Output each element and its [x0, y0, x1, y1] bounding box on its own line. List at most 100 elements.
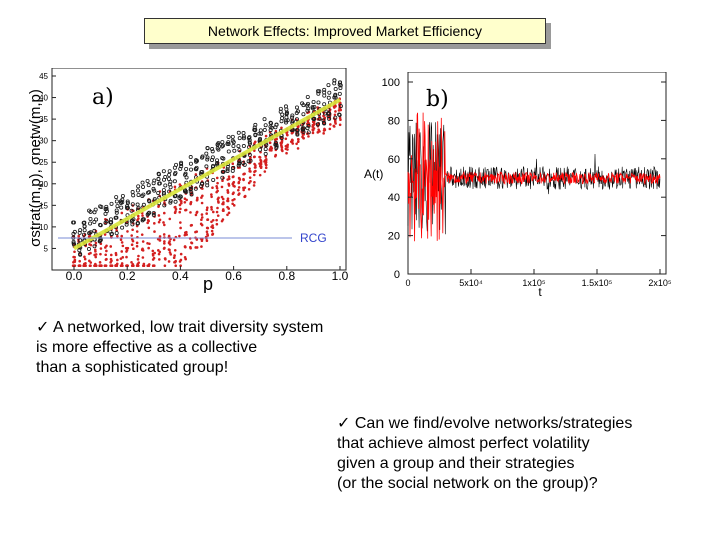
- figure-a-point-red: [173, 260, 176, 264]
- figure-a-point-black: [237, 148, 242, 153]
- figure-a-point-black: [199, 184, 204, 189]
- figure-a-point-red: [194, 213, 198, 217]
- figure-a-point-black: [151, 186, 156, 191]
- figure-a-point-red: [226, 190, 230, 194]
- figure-a-point-red: [157, 249, 160, 252]
- figure-a-point-red: [210, 195, 213, 199]
- figure-a-x-tick-label: 1.0: [332, 269, 349, 283]
- figure-a-point-red: [115, 229, 119, 232]
- figure-a-point-red: [338, 123, 342, 127]
- figure-a-point-black: [188, 155, 193, 160]
- figure-a-point-red: [339, 108, 343, 112]
- figure-a-point-black: [296, 109, 301, 114]
- figure-a-point-red: [232, 204, 236, 207]
- figure-a-point-red: [279, 141, 283, 145]
- figure-a-point-red: [131, 264, 135, 267]
- figure-a-point-red: [307, 110, 311, 114]
- figure-a-point-red: [210, 205, 213, 209]
- figure-a-point-red: [88, 259, 91, 263]
- figure-a-point-red: [147, 219, 151, 223]
- figure-a-point-black: [253, 122, 258, 127]
- figure-a-point-red: [206, 206, 209, 210]
- figure-a-point-black: [258, 147, 263, 152]
- figure-a-y-tick-label: 40: [39, 94, 48, 103]
- figure-a-point-red: [82, 264, 86, 267]
- figure-a-point-red: [200, 218, 203, 222]
- figure-a-point-red: [167, 241, 171, 245]
- figure-a-point-black: [246, 159, 251, 164]
- figure-a-point-red: [109, 261, 112, 264]
- figure-a-point-red: [211, 218, 215, 222]
- figure-a-point-black: [332, 81, 337, 86]
- figure-a-point-black: [231, 144, 236, 149]
- figure-a-point-red: [215, 210, 219, 214]
- figure-a-point-black: [184, 166, 189, 171]
- figure-a-point-red: [99, 252, 102, 256]
- figure-a-point-red: [200, 213, 204, 216]
- figure-a-point-red: [141, 240, 145, 243]
- bullet-evolve-networks: ✓ Can we find/evolve networks/strategies…: [337, 414, 707, 494]
- figure-a-point-black: [241, 160, 246, 165]
- figure-a-point-black: [130, 202, 135, 207]
- figure-a-point-red: [302, 136, 305, 140]
- figure-a-legend-label: RCG: [300, 231, 327, 245]
- figure-a-point-red: [205, 239, 209, 242]
- figure-a-point-black: [225, 168, 230, 173]
- figure-a-point-black: [226, 134, 231, 139]
- figure-a-y-tick-label: 35: [39, 115, 48, 124]
- figure-a-point-red: [105, 244, 108, 248]
- figure-a-point-red: [280, 126, 283, 130]
- figure-b-x-tick-label: 1x10⁵: [522, 278, 546, 288]
- figure-a-point-black: [220, 175, 225, 180]
- figure-a-point-red: [205, 226, 209, 230]
- figure-a-point-red: [103, 264, 107, 267]
- figure-a-point-black: [183, 171, 188, 176]
- figure-a-point-black: [258, 136, 263, 141]
- figure-a-point-black: [152, 178, 157, 183]
- figure-a-point-red: [125, 255, 128, 259]
- figure-a-point-red: [285, 151, 288, 155]
- figure-a-point-red: [201, 194, 204, 198]
- figure-b-y-ticks: 0 20 40 60 80 100: [382, 77, 666, 281]
- figure-a-point-red: [339, 118, 342, 122]
- figure-a-point-black: [193, 186, 198, 191]
- figure-a-point-red: [109, 253, 113, 257]
- figure-a-point-red: [158, 258, 161, 261]
- figure-a-point-red: [135, 244, 139, 248]
- figure-a-point-black: [230, 138, 235, 143]
- figure-a-point-black: [179, 162, 184, 167]
- figure-a-point-black: [184, 175, 189, 180]
- figure-a-point-red: [162, 211, 166, 215]
- figure-b-x-tick-label: 0: [405, 278, 410, 288]
- figure-a-point-black: [77, 230, 82, 235]
- figure-a-point-red: [227, 177, 231, 181]
- figure-a-point-black: [120, 200, 125, 205]
- figure-a-point-red: [151, 264, 155, 267]
- figure-a-point-red: [147, 226, 151, 230]
- figure-a-point-red: [258, 173, 262, 177]
- figure-a-point-red: [307, 135, 310, 138]
- figure-a-point-red: [264, 134, 268, 138]
- figure-a-points: [71, 78, 343, 267]
- figure-a-point-red: [216, 181, 219, 185]
- figure-a-point-black: [151, 211, 156, 216]
- figure-a-point-red: [88, 243, 91, 246]
- figure-a-point-red: [116, 258, 119, 262]
- figure-a-point-black: [109, 231, 114, 236]
- figure-a-point-black: [232, 148, 237, 153]
- figure-a-point-black: [156, 190, 161, 195]
- figure-a-point-black: [200, 169, 205, 174]
- figure-a-point-red: [120, 262, 124, 265]
- figure-a-point-red: [210, 220, 213, 224]
- figure-a-point-black: [220, 144, 225, 149]
- figure-a-point-black: [125, 200, 130, 205]
- figure-a-x-ticks: 0.0 0.2 0.4 0.6 0.8 1.0: [66, 266, 349, 283]
- figure-a-point-black: [221, 156, 226, 161]
- figure-a-point-black: [146, 183, 151, 188]
- figure-a-point-red: [190, 241, 193, 244]
- figure-a-point-red: [136, 258, 140, 261]
- figure-a-point-black: [311, 116, 316, 121]
- figure-a-panel-label: a): [92, 85, 114, 110]
- figure-a-point-black: [131, 217, 136, 222]
- figure-a-point-black: [220, 169, 225, 174]
